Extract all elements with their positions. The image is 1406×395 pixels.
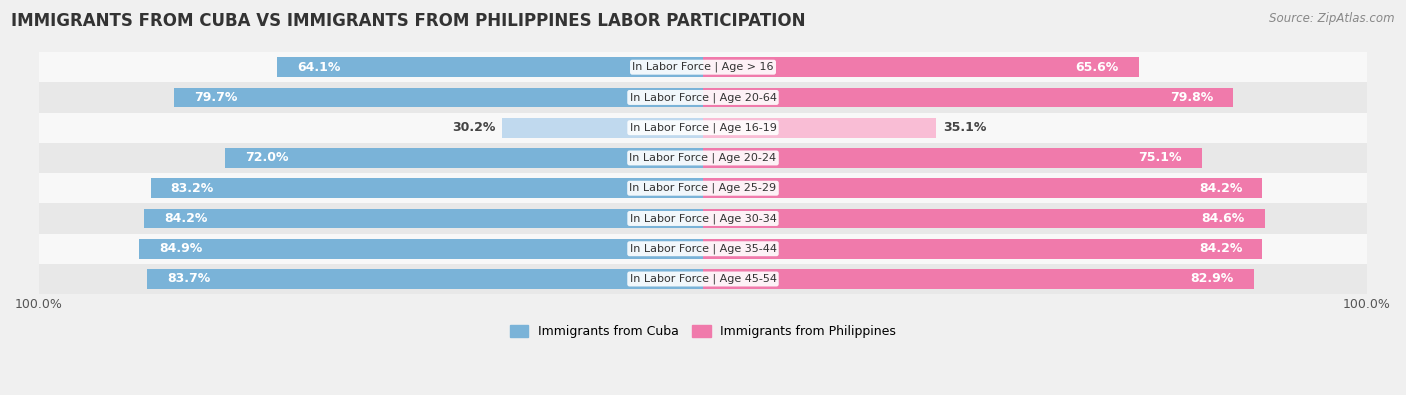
Bar (39, 173, 1367, 203)
Legend: Immigrants from Cuba, Immigrants from Philippines: Immigrants from Cuba, Immigrants from Ph… (505, 320, 901, 343)
Bar (703, 88, 1233, 107)
Bar (39, 113, 1367, 143)
Text: Source: ZipAtlas.com: Source: ZipAtlas.com (1270, 12, 1395, 25)
Bar (703, 269, 1254, 289)
Text: 83.2%: 83.2% (170, 182, 214, 195)
Text: 84.2%: 84.2% (1199, 242, 1243, 255)
Text: 75.1%: 75.1% (1139, 151, 1182, 164)
Bar (139, 239, 703, 259)
Bar (277, 57, 703, 77)
Bar (39, 143, 1367, 173)
Bar (703, 57, 1139, 77)
Bar (225, 148, 703, 168)
Text: In Labor Force | Age 45-54: In Labor Force | Age 45-54 (630, 274, 776, 284)
Text: In Labor Force | Age 16-19: In Labor Force | Age 16-19 (630, 122, 776, 133)
Text: 64.1%: 64.1% (297, 61, 340, 74)
Text: In Labor Force | Age 20-64: In Labor Force | Age 20-64 (630, 92, 776, 103)
Bar (150, 179, 703, 198)
Bar (703, 148, 1202, 168)
Bar (703, 118, 936, 137)
Text: 83.7%: 83.7% (167, 273, 211, 286)
Text: 84.6%: 84.6% (1202, 212, 1244, 225)
Bar (39, 52, 1367, 82)
Text: In Labor Force | Age > 16: In Labor Force | Age > 16 (633, 62, 773, 72)
Text: In Labor Force | Age 35-44: In Labor Force | Age 35-44 (630, 243, 776, 254)
Bar (502, 118, 703, 137)
Text: IMMIGRANTS FROM CUBA VS IMMIGRANTS FROM PHILIPPINES LABOR PARTICIPATION: IMMIGRANTS FROM CUBA VS IMMIGRANTS FROM … (11, 12, 806, 30)
Bar (174, 88, 703, 107)
Bar (39, 82, 1367, 113)
Bar (39, 233, 1367, 264)
Bar (703, 209, 1265, 228)
Text: 72.0%: 72.0% (245, 151, 288, 164)
Text: 84.2%: 84.2% (1199, 182, 1243, 195)
Text: 79.8%: 79.8% (1170, 91, 1213, 104)
Text: 82.9%: 82.9% (1191, 273, 1233, 286)
Text: 79.7%: 79.7% (194, 91, 238, 104)
Bar (39, 264, 1367, 294)
Bar (703, 179, 1263, 198)
Bar (39, 203, 1367, 233)
Text: In Labor Force | Age 30-34: In Labor Force | Age 30-34 (630, 213, 776, 224)
Text: 65.6%: 65.6% (1076, 61, 1119, 74)
Bar (148, 269, 703, 289)
Text: In Labor Force | Age 25-29: In Labor Force | Age 25-29 (630, 183, 776, 194)
Text: 84.9%: 84.9% (159, 242, 202, 255)
Text: In Labor Force | Age 20-24: In Labor Force | Age 20-24 (630, 153, 776, 163)
Bar (703, 239, 1263, 259)
Text: 84.2%: 84.2% (163, 212, 207, 225)
Text: 30.2%: 30.2% (453, 121, 496, 134)
Text: 35.1%: 35.1% (943, 121, 986, 134)
Bar (143, 209, 703, 228)
